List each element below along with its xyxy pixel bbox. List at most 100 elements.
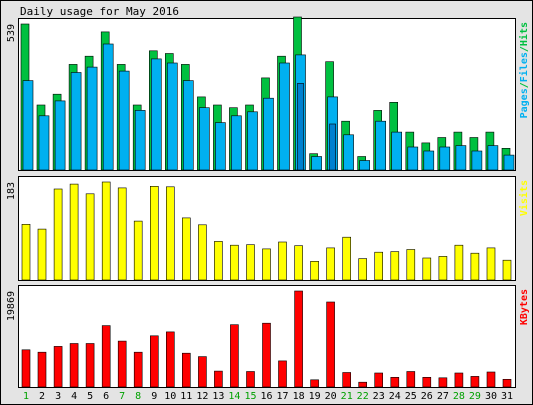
bar-kbytes-kbytes-16 [262, 322, 271, 388]
legend-item-visits-0: Visits [518, 180, 530, 216]
bar-visits-visits-17 [278, 241, 287, 281]
legend-item-hits-3: / [519, 46, 530, 52]
bar-hits-files-1 [22, 80, 34, 171]
legend-item-hits-4: Hits [518, 22, 530, 46]
bar-visits-visits-2 [37, 228, 47, 281]
bar-kbytes-kbytes-13 [214, 370, 223, 388]
bar-hits-files-30 [487, 145, 499, 171]
bar-hits-files-27 [439, 146, 451, 171]
bar-visits-visits-20 [326, 247, 335, 281]
bar-kbytes-kbytes-22 [358, 381, 368, 388]
x-tick-label-17: 17 [276, 391, 288, 402]
x-tick-label-10: 10 [164, 391, 176, 402]
bar-hits-files-28 [455, 145, 467, 171]
bar-visits-visits-28 [454, 244, 464, 281]
x-tick-label-22: 22 [357, 391, 369, 402]
bar-kbytes-kbytes-28 [454, 372, 464, 388]
bar-hits-files-25 [407, 146, 419, 171]
bar-hits-files-26 [423, 150, 435, 171]
bar-hits-files-31 [503, 154, 515, 171]
bar-hits-pages-20 [329, 123, 336, 171]
bar-visits-visits-18 [294, 245, 303, 281]
bar-kbytes-kbytes-11 [182, 352, 191, 388]
x-tick-label-11: 11 [180, 391, 192, 402]
x-tick-label-2: 2 [39, 391, 45, 402]
x-tick-label-31: 31 [501, 391, 513, 402]
x-tick-label-12: 12 [196, 391, 208, 402]
x-tick-label-15: 15 [244, 391, 256, 402]
bar-kbytes-kbytes-18 [294, 290, 303, 388]
x-tick-label-20: 20 [325, 391, 337, 402]
bar-hits-files-22 [359, 160, 371, 171]
legend-item-hits-0: Pages [519, 88, 530, 118]
bar-hits-files-3 [54, 100, 66, 171]
bar-visits-visits-30 [486, 247, 496, 281]
bar-hits-files-23 [375, 120, 387, 171]
bar-visits-visits-31 [502, 259, 512, 281]
bar-visits-visits-29 [470, 252, 480, 281]
bar-hits-pages-18 [297, 83, 304, 171]
bar-kbytes-kbytes-6 [101, 325, 111, 388]
bar-visits-visits-10 [166, 186, 175, 281]
bar-hits-files-19 [311, 156, 322, 171]
bar-visits-visits-13 [214, 241, 223, 281]
bar-kbytes-kbytes-2 [37, 351, 47, 388]
bar-visits-visits-11 [182, 217, 191, 281]
bar-hits-files-9 [151, 58, 162, 171]
bar-kbytes-kbytes-8 [133, 351, 143, 388]
x-tick-label-9: 9 [151, 391, 157, 402]
bar-kbytes-kbytes-17 [278, 360, 287, 388]
bar-kbytes-kbytes-27 [438, 377, 448, 388]
bar-hits-files-14 [231, 115, 242, 171]
bar-visits-visits-14 [230, 244, 239, 281]
x-tick-label-19: 19 [309, 391, 321, 402]
x-tick-label-26: 26 [421, 391, 433, 402]
bar-kbytes-kbytes-26 [422, 376, 432, 388]
bar-kbytes-kbytes-30 [486, 371, 496, 388]
x-tick-label-18: 18 [293, 391, 305, 402]
bar-visits-visits-3 [53, 188, 63, 281]
bar-visits-visits-4 [69, 183, 79, 281]
bar-kbytes-kbytes-21 [342, 372, 352, 388]
bar-hits-files-15 [247, 111, 258, 171]
bar-visits-visits-19 [310, 260, 319, 281]
y-max-label-kbytes: 19869 [6, 291, 17, 321]
bar-kbytes-kbytes-20 [326, 301, 335, 388]
bar-hits-files-6 [102, 43, 114, 171]
bar-kbytes-kbytes-7 [117, 340, 127, 388]
bar-kbytes-kbytes-25 [406, 371, 416, 388]
bar-kbytes-kbytes-23 [374, 372, 384, 388]
bar-hits-files-16 [263, 97, 274, 171]
bar-visits-visits-5 [85, 193, 95, 281]
legend-hits: Pages/Files/Hits [518, 22, 530, 118]
bar-kbytes-kbytes-15 [246, 371, 255, 388]
bar-visits-visits-1 [21, 224, 31, 281]
x-tick-label-13: 13 [212, 391, 224, 402]
bar-visits-visits-6 [101, 181, 111, 281]
legend-item-hits-2: Files [518, 52, 530, 82]
bar-hits-files-24 [391, 131, 403, 171]
bar-hits-files-10 [167, 62, 178, 171]
bar-visits-visits-22 [358, 258, 368, 281]
y-max-label-visits: 183 [6, 182, 17, 200]
x-tick-label-27: 27 [437, 391, 449, 402]
x-tick-label-3: 3 [55, 391, 61, 402]
bar-kbytes-kbytes-5 [85, 343, 95, 388]
x-tick-label-21: 21 [341, 391, 353, 402]
bar-kbytes-kbytes-29 [470, 376, 480, 388]
bar-hits-files-12 [199, 107, 210, 171]
bar-kbytes-kbytes-24 [390, 376, 400, 388]
bar-kbytes-kbytes-1 [21, 349, 31, 388]
bar-hits-files-21 [343, 134, 354, 171]
bar-visits-visits-12 [198, 224, 207, 281]
bar-visits-visits-27 [438, 256, 448, 281]
x-tick-label-6: 6 [103, 391, 109, 402]
x-tick-label-28: 28 [453, 391, 465, 402]
bar-kbytes-kbytes-19 [310, 379, 319, 388]
bar-hits-files-13 [215, 122, 226, 171]
bar-kbytes-kbytes-12 [198, 356, 207, 388]
x-tick-label-30: 30 [485, 391, 497, 402]
x-tick-label-16: 16 [260, 391, 272, 402]
